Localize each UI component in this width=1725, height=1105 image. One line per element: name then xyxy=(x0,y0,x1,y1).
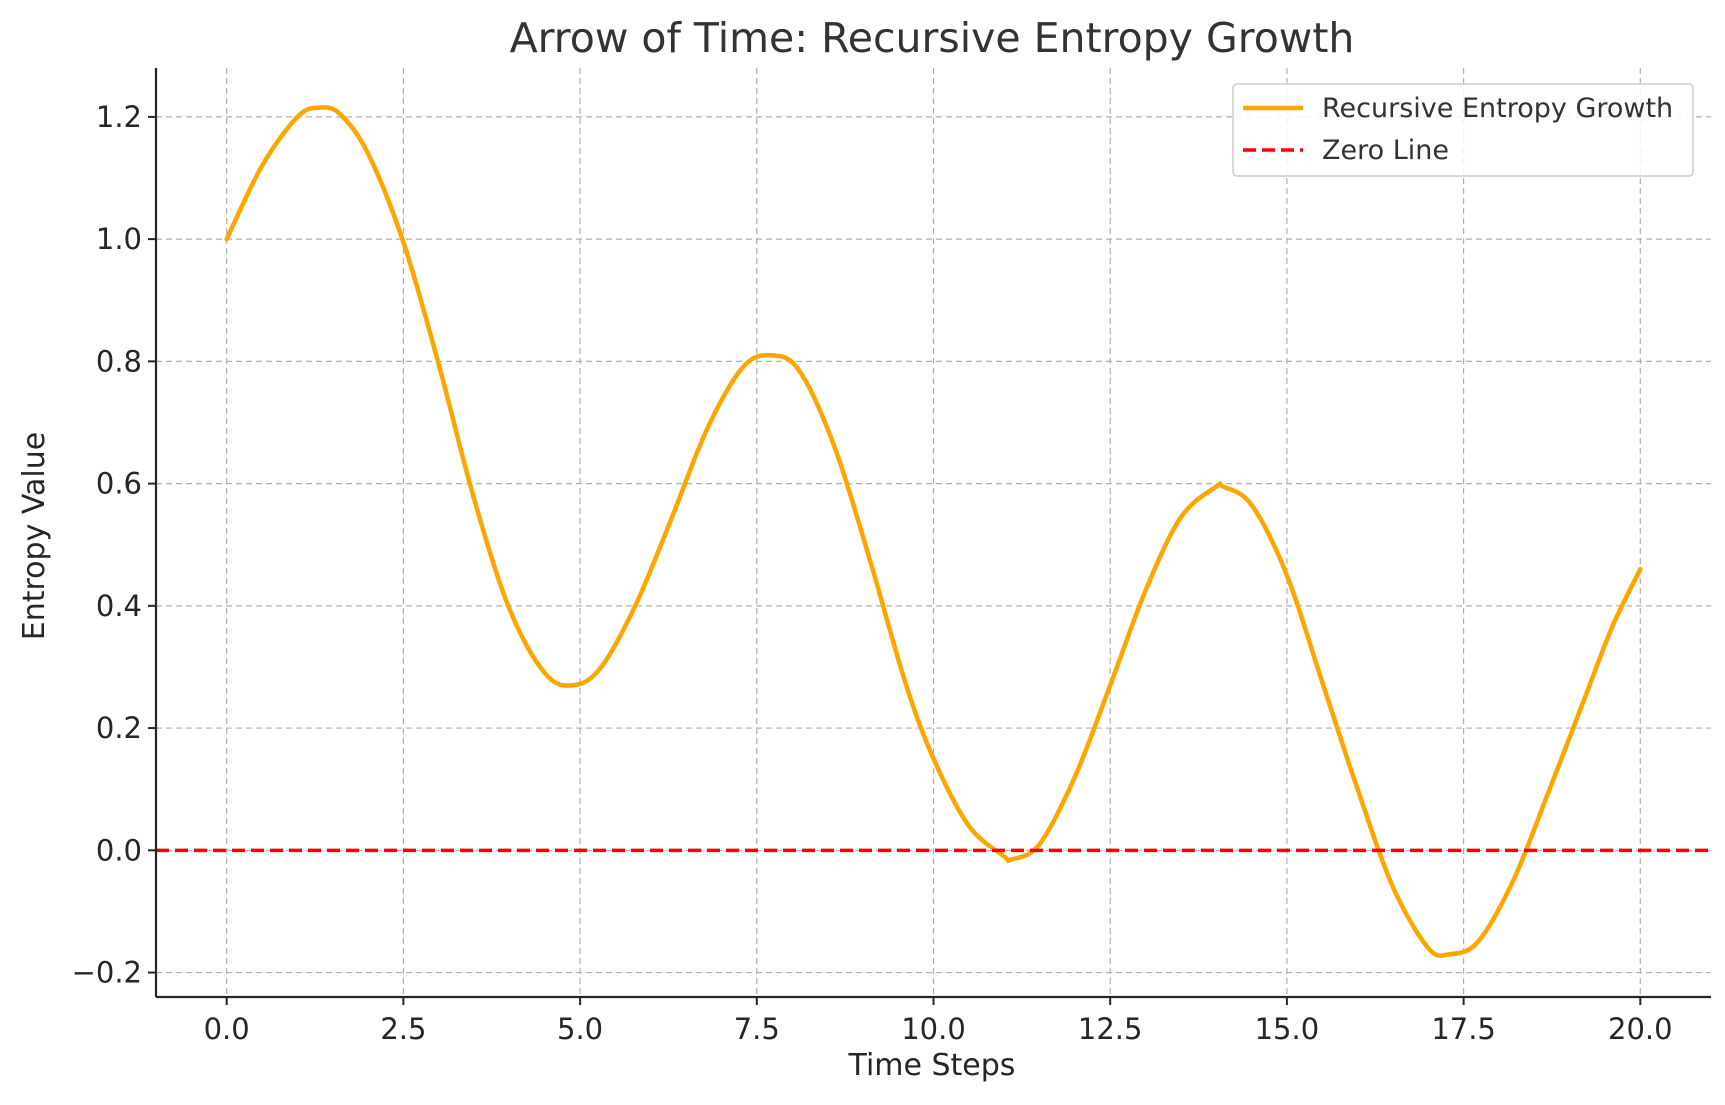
x-tick-label: 12.5 xyxy=(1078,1012,1143,1046)
y-tick-label: 1.0 xyxy=(96,222,142,256)
x-tick-label: 17.5 xyxy=(1431,1012,1496,1046)
x-tick-label: 5.0 xyxy=(557,1012,603,1046)
x-tick-label: 7.5 xyxy=(734,1012,780,1046)
y-tick-label: 1.2 xyxy=(96,100,142,134)
x-tick-label: 20.0 xyxy=(1608,1012,1673,1046)
series-lines xyxy=(156,105,1711,958)
x-axis-label: Time Steps xyxy=(848,1048,1016,1083)
y-axis-label: Entropy Value xyxy=(17,432,52,640)
legend: Recursive Entropy Growth Zero Line xyxy=(1232,83,1694,177)
tick-labels: 0.0 2.5 5.0 7.5 10.0 12.5 15.0 17.5 20.0 −0.2 0.0 0… xyxy=(72,100,1673,1046)
chart-title: Arrow of Time: Recursive Entropy Growth xyxy=(510,14,1355,62)
axes xyxy=(148,68,1711,1005)
series-line-recursive-entropy-growth xyxy=(224,105,1643,958)
x-tick-label: 15.0 xyxy=(1255,1012,1320,1046)
y-tick-label: 0.6 xyxy=(96,467,142,501)
y-tick-label: −0.2 xyxy=(72,956,142,990)
x-tick-label: 0.0 xyxy=(204,1012,250,1046)
y-tick-label: 0.2 xyxy=(96,711,142,745)
y-tick-label: 0.4 xyxy=(96,589,142,623)
x-tick-label: 2.5 xyxy=(380,1012,426,1046)
y-tick-label: 0.8 xyxy=(96,344,142,378)
legend-label-recursive-entropy-growth: Recursive Entropy Growth xyxy=(1322,93,1673,124)
x-tick-label: 10.0 xyxy=(901,1012,966,1046)
legend-label-zero-line: Zero Line xyxy=(1322,135,1449,166)
legend-box xyxy=(1232,83,1694,177)
y-tick-label: 0.0 xyxy=(96,833,142,867)
